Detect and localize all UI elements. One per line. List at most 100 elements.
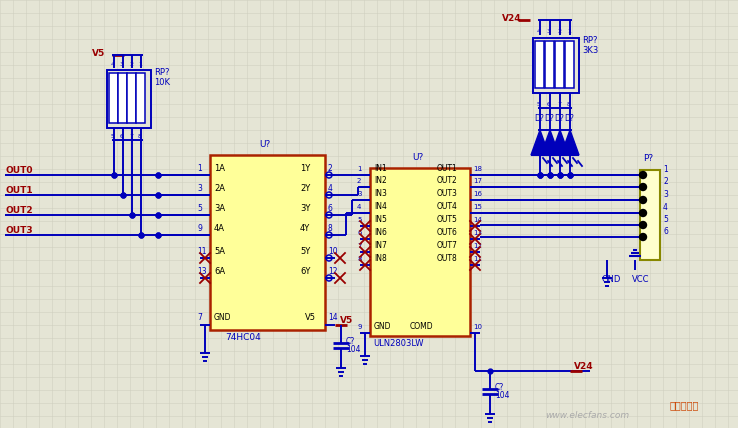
Text: 1: 1 (567, 29, 571, 34)
Text: 104: 104 (495, 391, 509, 400)
Circle shape (640, 196, 646, 203)
Text: 3: 3 (547, 29, 551, 34)
Text: 8: 8 (567, 102, 571, 107)
Text: OUT2: OUT2 (437, 176, 458, 185)
Bar (565, 41, 574, 88)
Text: IN1: IN1 (374, 164, 387, 173)
Text: 3: 3 (663, 190, 668, 199)
Polygon shape (531, 130, 549, 155)
Bar (210, 155, 325, 330)
Text: U?: U? (259, 140, 270, 149)
Text: 3: 3 (120, 62, 124, 67)
Bar (555, 41, 564, 88)
Text: OUT0: OUT0 (5, 166, 32, 175)
Text: 4A: 4A (214, 224, 225, 233)
Text: 3: 3 (197, 184, 202, 193)
Text: 6A: 6A (214, 267, 225, 276)
Text: 1: 1 (197, 164, 201, 173)
Text: 4: 4 (357, 204, 362, 210)
Bar (136, 73, 145, 123)
Text: RP?: RP? (154, 68, 170, 77)
Text: 4: 4 (537, 29, 541, 34)
Text: 14: 14 (473, 217, 482, 223)
Text: 17: 17 (473, 178, 482, 184)
Text: 9: 9 (357, 324, 362, 330)
Circle shape (640, 172, 646, 178)
Polygon shape (561, 130, 579, 155)
Text: 3A: 3A (214, 204, 225, 213)
Text: OUT3: OUT3 (437, 189, 458, 198)
Text: 1: 1 (357, 166, 362, 172)
Text: OUT7: OUT7 (437, 241, 458, 250)
Bar (533, 38, 579, 93)
Circle shape (640, 222, 646, 229)
Bar (545, 41, 554, 88)
Text: 12: 12 (473, 243, 482, 249)
Text: 5A: 5A (214, 247, 225, 256)
Text: 2: 2 (328, 164, 333, 173)
Text: 11: 11 (197, 247, 207, 256)
Text: 5Y: 5Y (300, 247, 310, 256)
Text: 电子发烧友: 电子发烧友 (670, 400, 700, 410)
Text: 6: 6 (328, 204, 333, 213)
Text: 7: 7 (197, 313, 202, 322)
Text: GND: GND (214, 313, 232, 322)
Text: V5: V5 (305, 313, 316, 322)
Text: OUT3: OUT3 (5, 226, 32, 235)
Text: 6Y: 6Y (300, 267, 311, 276)
Text: IN5: IN5 (374, 215, 387, 224)
Text: OUT1: OUT1 (437, 164, 458, 173)
Text: 7: 7 (357, 243, 362, 249)
Text: 5: 5 (111, 134, 115, 139)
Text: IN8: IN8 (374, 254, 387, 263)
Text: 5: 5 (663, 215, 668, 224)
Text: ULN2803LW: ULN2803LW (373, 339, 424, 348)
Text: 6: 6 (663, 227, 668, 236)
Text: IN3: IN3 (374, 189, 387, 198)
Bar (370, 168, 470, 336)
Text: 10: 10 (473, 324, 482, 330)
Text: 6: 6 (120, 134, 124, 139)
Text: D?: D? (534, 114, 544, 123)
Text: IN6: IN6 (374, 228, 387, 237)
Text: 3: 3 (357, 191, 362, 197)
Text: C?: C? (495, 383, 504, 392)
Text: 5: 5 (357, 217, 362, 223)
Text: 4: 4 (111, 62, 115, 67)
Text: C?: C? (346, 337, 355, 346)
Text: P?: P? (643, 154, 653, 163)
Text: 15: 15 (473, 204, 482, 210)
Text: 1A: 1A (214, 164, 225, 173)
Text: 1: 1 (663, 165, 668, 174)
Bar (107, 70, 151, 128)
Text: OUT6: OUT6 (437, 228, 458, 237)
Text: OUT1: OUT1 (5, 186, 32, 195)
Text: 8: 8 (138, 134, 142, 139)
Text: 4: 4 (328, 184, 333, 193)
Text: OUT4: OUT4 (437, 202, 458, 211)
Text: 11: 11 (473, 256, 482, 262)
Circle shape (640, 234, 646, 241)
Polygon shape (551, 130, 569, 155)
Text: 7: 7 (557, 102, 561, 107)
Text: 12: 12 (328, 267, 337, 276)
Text: 13: 13 (473, 230, 482, 236)
Text: 13: 13 (197, 267, 207, 276)
Text: OUT8: OUT8 (437, 254, 458, 263)
Text: www.elecfans.com: www.elecfans.com (545, 411, 629, 420)
Text: 6: 6 (357, 230, 362, 236)
Text: GND: GND (602, 275, 621, 284)
Text: 8: 8 (357, 256, 362, 262)
Text: 74HC04: 74HC04 (225, 333, 261, 342)
Circle shape (640, 209, 646, 217)
Text: VCC: VCC (632, 275, 649, 284)
Text: RP?: RP? (582, 36, 598, 45)
Text: D?: D? (554, 114, 564, 123)
Text: IN4: IN4 (374, 202, 387, 211)
Text: 2A: 2A (214, 184, 225, 193)
Text: 10K: 10K (154, 78, 170, 87)
Text: COMD: COMD (410, 322, 434, 331)
Text: V5: V5 (340, 316, 354, 325)
Text: GND: GND (374, 322, 391, 331)
Bar (118, 73, 127, 123)
